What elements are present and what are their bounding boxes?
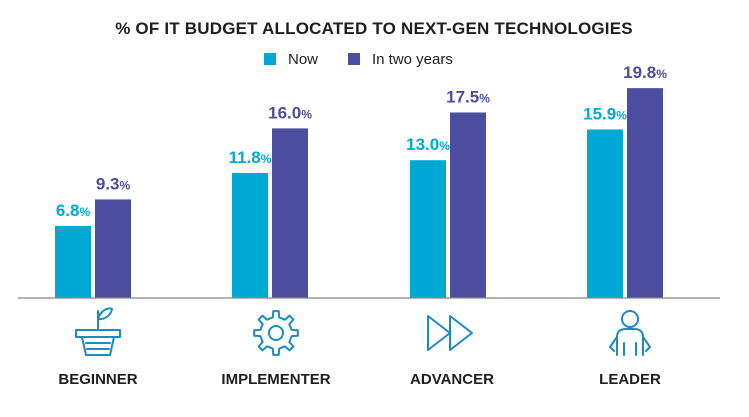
fast-forward-icon	[427, 315, 473, 351]
bar-advancer-now	[410, 160, 446, 298]
legend: Now In two years	[264, 51, 453, 68]
bars-layer	[55, 88, 663, 299]
gear-icon	[253, 310, 299, 356]
bar-beginner-now	[55, 225, 91, 298]
legend-swatch	[264, 53, 276, 65]
data-label-leader-now: 15.9%	[583, 104, 627, 123]
category-label-implementer: IMPLEMENTER	[221, 371, 330, 388]
bar-leader-now	[587, 129, 623, 298]
data-label-beginner-now: 6.8%	[56, 201, 91, 220]
data-label-beginner-in-two-years: 9.3%	[96, 174, 131, 193]
data-label-leader-in-two-years: 19.8%	[623, 63, 667, 82]
bar-leader-in-two-years	[627, 88, 663, 299]
legend-item-now: Now	[264, 51, 318, 68]
bar-advancer-in-two-years	[450, 112, 486, 298]
data-label-implementer-now: 11.8%	[229, 148, 272, 167]
category-label-leader: LEADER	[599, 371, 661, 388]
data-label-advancer-in-two-years: 17.5%	[446, 88, 490, 107]
data-label-advancer-now: 13.0%	[406, 135, 450, 154]
person-icon	[609, 310, 651, 356]
chart-title: % OF IT BUDGET ALLOCATED TO NEXT-GEN TEC…	[115, 19, 633, 38]
legend-swatch	[348, 53, 360, 65]
category-label-advancer: ADVANCER	[410, 371, 494, 388]
value-labels-layer: 6.8% 9.3% 11.8% 16.0% 13.0% 17.5% 15.9% 19.8%	[56, 63, 667, 220]
category-label-beginner: BEGINNER	[58, 371, 137, 388]
category-labels-layer: BEGINNER IMPLEMENTER ADVANCER LEADER	[58, 371, 661, 388]
legend-label: Now	[288, 51, 318, 68]
bar-implementer-in-two-years	[272, 128, 308, 298]
plant-icon	[75, 307, 121, 356]
legend-item-in-two-years: In two years	[348, 51, 453, 68]
bar-implementer-now	[232, 172, 268, 298]
category-icons-layer	[75, 307, 651, 356]
data-label-implementer-in-two-years: 16.0%	[268, 103, 312, 122]
legend-label: In two years	[372, 51, 453, 68]
bar-beginner-in-two-years	[95, 199, 131, 298]
